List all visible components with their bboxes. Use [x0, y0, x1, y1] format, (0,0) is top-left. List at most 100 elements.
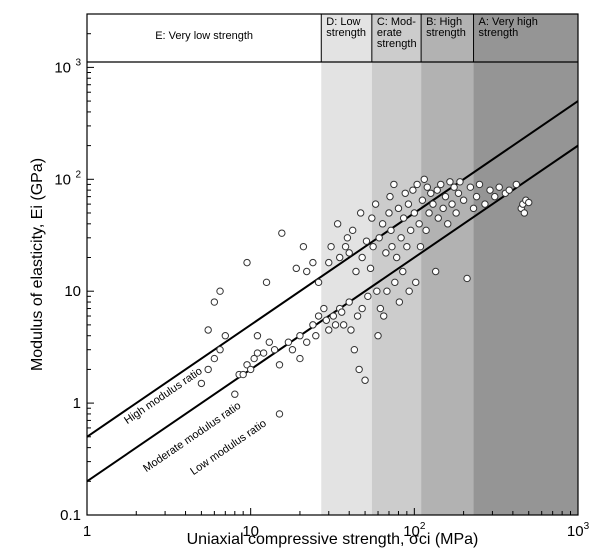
- tick-label-base: 10: [54, 171, 71, 188]
- data-point: [352, 267, 360, 276]
- band-label-line: C: Mod-: [377, 16, 416, 28]
- data-point: [366, 264, 375, 273]
- data-point: [463, 274, 471, 283]
- data-point: [409, 186, 417, 194]
- data-point: [388, 242, 396, 251]
- data-point: [505, 186, 513, 194]
- data-point: [265, 338, 274, 346]
- data-point: [425, 209, 433, 217]
- tick-label-base: 10: [64, 283, 81, 300]
- data-point: [394, 204, 403, 213]
- data-point: [392, 253, 401, 262]
- data-point: [385, 209, 393, 217]
- data-point: [448, 200, 456, 208]
- data-point: [322, 316, 331, 324]
- band-label-line: B: High: [426, 16, 462, 28]
- data-point: [374, 332, 382, 340]
- data-point: [347, 326, 355, 334]
- data-point: [481, 200, 489, 208]
- band-A: [473, 14, 578, 515]
- data-point: [309, 258, 317, 267]
- tick-label-base: 10: [54, 59, 71, 76]
- data-point: [429, 200, 437, 208]
- data-point: [339, 321, 348, 329]
- reference-line-0: [87, 100, 578, 438]
- data-point: [336, 253, 344, 262]
- data-point: [303, 267, 311, 276]
- x-tick-label: 10: [242, 523, 259, 540]
- data-point: [446, 178, 454, 186]
- data-point: [345, 298, 353, 306]
- data-point: [512, 180, 521, 189]
- tick-label-exponent: 3: [75, 57, 81, 68]
- data-point: [309, 321, 317, 329]
- data-point: [441, 192, 450, 201]
- y-tick-label: 10 3: [54, 57, 81, 76]
- data-point: [329, 312, 338, 320]
- data-point: [333, 220, 342, 228]
- band-label-line: strength: [426, 27, 466, 39]
- data-point: [422, 226, 430, 235]
- data-point: [356, 209, 365, 217]
- tick-label-base: 1: [83, 523, 91, 540]
- y-tick-label: 10 2: [54, 169, 81, 188]
- data-point: [375, 234, 383, 242]
- tick-label-base: 1: [73, 395, 81, 412]
- data-point: [456, 178, 464, 186]
- data-point: [216, 287, 224, 295]
- data-point: [397, 234, 405, 242]
- tick-label-base: 10: [403, 523, 420, 540]
- data-point: [395, 298, 404, 306]
- data-point: [312, 332, 320, 340]
- data-point: [221, 332, 230, 340]
- x-tick-label: 103: [567, 521, 590, 540]
- tick-label-base: 10: [242, 523, 259, 540]
- band-label-D: D: Low strength: [326, 16, 366, 39]
- data-point: [416, 242, 425, 251]
- data-point: [403, 242, 411, 251]
- band-label-E: E: Very low strength: [155, 30, 253, 42]
- data-point: [362, 237, 371, 245]
- data-point: [486, 186, 494, 194]
- x-tick-label: 102: [403, 521, 426, 540]
- data-point: [262, 278, 271, 287]
- data-point: [243, 258, 251, 267]
- data-point: [466, 183, 475, 191]
- band-label-line: strength: [326, 27, 366, 39]
- band-label-line: E: Very low strength: [155, 30, 253, 42]
- data-point: [431, 267, 440, 276]
- band-label-line: D: Low: [326, 16, 360, 28]
- data-point: [284, 338, 293, 346]
- band-label-line: erate: [377, 27, 402, 39]
- data-point: [314, 312, 323, 320]
- data-point: [427, 189, 435, 197]
- data-point: [444, 220, 452, 228]
- data-point: [439, 204, 447, 213]
- data-point: [288, 346, 297, 354]
- data-point: [275, 361, 284, 369]
- data-point: [338, 308, 346, 316]
- band-label-line: A: Very high: [479, 16, 538, 28]
- data-point: [399, 214, 408, 222]
- data-point: [314, 278, 323, 287]
- data-point: [413, 180, 421, 189]
- data-point: [472, 192, 481, 201]
- band-label-A: A: Very high strength: [479, 16, 538, 39]
- data-point: [387, 226, 395, 235]
- data-point: [373, 287, 381, 295]
- data-point: [382, 249, 390, 257]
- data-point: [423, 183, 431, 191]
- data-point: [475, 180, 484, 189]
- data-point: [303, 338, 311, 346]
- band-label-line: strength: [479, 27, 519, 39]
- data-point: [320, 304, 328, 313]
- data-point: [406, 226, 415, 235]
- data-point: [520, 209, 529, 217]
- data-point: [210, 298, 219, 306]
- tick-label-base: 10: [567, 523, 584, 540]
- data-point: [270, 346, 279, 354]
- band-B: [421, 14, 474, 515]
- data-point: [350, 346, 359, 354]
- data-point: [296, 354, 304, 363]
- data-point: [410, 209, 419, 217]
